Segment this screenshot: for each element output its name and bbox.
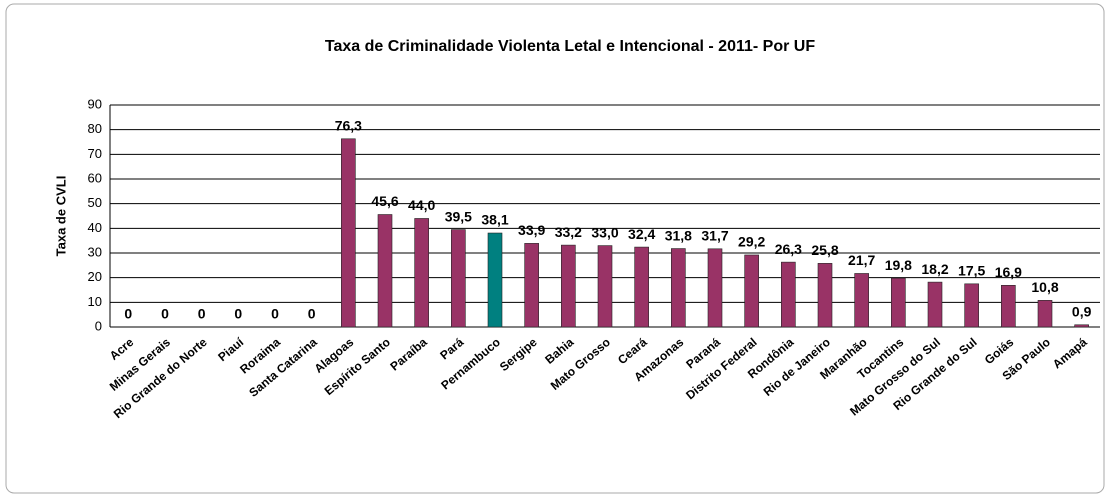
value-label: 76,3 xyxy=(335,117,362,133)
value-label: 25,8 xyxy=(811,242,838,258)
value-label: 18,2 xyxy=(921,261,948,277)
bar xyxy=(341,138,356,328)
value-label: 33,9 xyxy=(518,222,545,238)
bar xyxy=(1001,285,1016,328)
y-tick-label: 40 xyxy=(88,220,102,235)
y-tick-label: 60 xyxy=(88,170,102,185)
value-label: 0 xyxy=(234,306,242,322)
bar xyxy=(561,244,576,328)
bar xyxy=(597,245,613,328)
bar xyxy=(634,246,649,328)
value-label: 29,2 xyxy=(738,234,765,250)
chart-frame xyxy=(5,3,1105,494)
value-label: 0 xyxy=(271,306,279,322)
value-label: 0,9 xyxy=(1072,303,1092,319)
value-label: 44,0 xyxy=(408,197,435,213)
bar xyxy=(744,254,759,328)
y-tick-label: 50 xyxy=(88,195,102,210)
value-label: 0 xyxy=(124,306,132,322)
value-label: 0 xyxy=(161,306,169,322)
y-tick-label: 80 xyxy=(88,121,102,136)
y-tick-label: 70 xyxy=(88,146,102,161)
bar xyxy=(414,218,429,328)
bar xyxy=(487,232,503,328)
bar xyxy=(524,243,539,328)
bar xyxy=(1074,324,1089,328)
bar xyxy=(1037,300,1053,328)
bar xyxy=(817,263,833,328)
value-label: 38,1 xyxy=(481,212,508,228)
bar xyxy=(451,229,466,328)
value-label: 32,4 xyxy=(628,226,655,242)
y-tick-label: 10 xyxy=(88,294,102,309)
value-label: 33,0 xyxy=(591,224,618,240)
y-tick-label: 0 xyxy=(95,318,102,333)
y-tick-label: 30 xyxy=(88,244,102,259)
value-label: 31,8 xyxy=(665,227,692,243)
value-label: 33,2 xyxy=(555,224,582,240)
value-label: 39,5 xyxy=(445,208,472,224)
bar xyxy=(671,248,686,328)
value-label: 0 xyxy=(308,306,316,322)
value-label: 19,8 xyxy=(885,257,912,273)
bar xyxy=(891,277,906,328)
chart-title: Taxa de Criminalidade Violenta Letal e I… xyxy=(325,38,815,55)
value-label: 10,8 xyxy=(1031,279,1058,295)
value-label: 16,9 xyxy=(995,264,1022,280)
bar xyxy=(854,273,869,328)
value-label: 17,5 xyxy=(958,263,985,279)
value-label: 45,6 xyxy=(371,193,398,209)
bar xyxy=(377,214,393,328)
bar xyxy=(781,261,796,328)
bar xyxy=(964,283,979,328)
y-tick-label: 20 xyxy=(88,269,102,284)
bar xyxy=(707,248,723,328)
value-label: 0 xyxy=(198,306,206,322)
value-label: 26,3 xyxy=(775,241,802,257)
y-tick-label: 90 xyxy=(88,96,102,111)
value-label: 21,7 xyxy=(848,252,875,268)
bar xyxy=(927,281,943,328)
y-axis-label: Taxa de CVLI xyxy=(53,176,68,257)
value-label: 31,7 xyxy=(701,228,728,244)
